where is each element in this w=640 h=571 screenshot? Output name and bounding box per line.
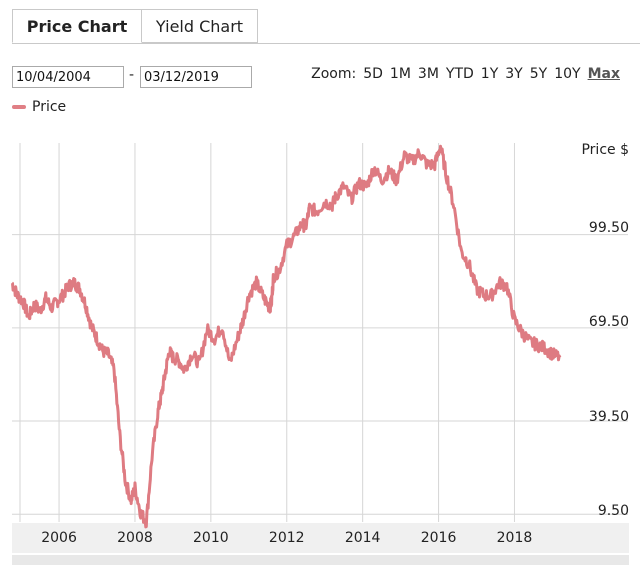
date-range-separator: -: [129, 67, 135, 83]
zoom-3y-button[interactable]: 3Y: [505, 66, 523, 82]
y-tick-label: 9.50: [597, 503, 629, 519]
date-to-input[interactable]: [140, 66, 252, 88]
y-tick-label: 69.50: [588, 314, 629, 330]
y-tick-label: 39.50: [588, 409, 629, 425]
x-tick-label: 2008: [117, 530, 153, 546]
y-tick-label: 99.50: [588, 220, 629, 236]
zoom-10y-button[interactable]: 10Y: [554, 66, 581, 82]
x-tick-label: 2014: [344, 530, 381, 546]
legend-label-price: Price: [32, 99, 67, 115]
y-axis-unit-label: Price $: [581, 142, 629, 158]
zoom-ytd-button[interactable]: YTD: [445, 66, 474, 82]
chart-legend[interactable]: Price: [12, 99, 66, 115]
tab-divider: [12, 43, 640, 44]
legend-swatch: [12, 105, 26, 109]
x-tick-label: 2010: [193, 530, 229, 546]
zoom-1m-button[interactable]: 1M: [389, 66, 411, 82]
zoom-5d-button[interactable]: 5D: [363, 66, 383, 82]
zoom-controls: Zoom: 5D 1M 3M YTD 1Y 3Y 5Y 10Y Max: [311, 66, 620, 82]
series-line-price[interactable]: [11, 144, 562, 529]
x-tick-label: 2016: [420, 530, 457, 546]
zoom-3m-button[interactable]: 3M: [417, 66, 439, 82]
x-tick-label: 2018: [496, 530, 533, 546]
x-tick-label: 2006: [41, 530, 77, 546]
x-tick-label: 2012: [268, 530, 305, 546]
zoom-label: Zoom:: [311, 66, 357, 82]
x-axis-band: [12, 523, 629, 553]
zoom-5y-button[interactable]: 5Y: [529, 66, 548, 82]
zoom-1y-button[interactable]: 1Y: [480, 66, 499, 82]
navigator-scrollbar[interactable]: [12, 555, 629, 565]
zoom-max-button[interactable]: Max: [587, 66, 620, 82]
tab-price-chart[interactable]: Price Chart: [12, 9, 142, 43]
date-from-input[interactable]: [12, 66, 124, 88]
